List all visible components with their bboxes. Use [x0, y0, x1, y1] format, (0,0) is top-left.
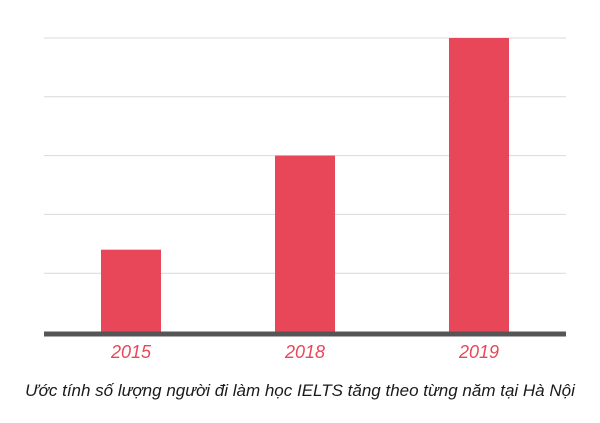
- x-tick-labels: 2015 2018 2019: [110, 342, 499, 362]
- chart-caption: Ước tính số lượng người đi làm học IELTS…: [25, 381, 575, 400]
- x-tick-label-2015: 2015: [110, 342, 152, 362]
- x-tick-label-2018: 2018: [284, 342, 325, 362]
- x-tick-label-2019: 2019: [458, 342, 499, 362]
- bar-2018: [275, 155, 335, 332]
- bar-2015: [101, 249, 161, 332]
- bar-2019: [449, 38, 509, 332]
- bar-chart: 2015 2018 2019: [44, 37, 566, 362]
- bars: [101, 38, 509, 332]
